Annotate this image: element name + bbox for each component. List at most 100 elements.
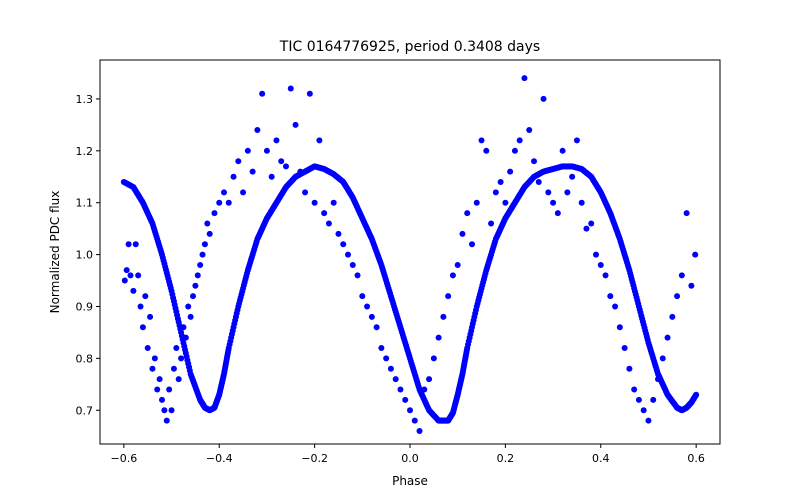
curve-point xyxy=(693,391,700,398)
scatter-point xyxy=(540,95,547,102)
x-axis-label: Phase xyxy=(392,474,428,488)
scatter-point xyxy=(626,365,633,372)
scatter-point xyxy=(674,293,681,300)
scatter-point xyxy=(194,272,201,279)
scatter-point xyxy=(204,220,211,227)
scatter-point xyxy=(125,241,132,248)
scatter-point xyxy=(335,230,342,237)
scatter-point xyxy=(616,324,623,331)
scatter-point xyxy=(142,293,149,300)
scatter-point xyxy=(168,407,175,414)
scatter-point xyxy=(607,293,614,300)
scatter-point xyxy=(178,355,185,362)
scatter-point xyxy=(268,173,275,180)
scatter-point xyxy=(421,386,428,393)
scatter-point xyxy=(378,345,385,351)
scatter-point xyxy=(180,324,187,331)
scatter-point xyxy=(221,189,227,196)
scatter-point xyxy=(249,168,256,175)
scatter-point xyxy=(190,293,196,300)
scatter-point xyxy=(345,251,351,258)
x-tick-label: −0.6 xyxy=(110,452,137,465)
scatter-point xyxy=(526,127,533,134)
scatter-point xyxy=(511,147,518,154)
scatter-point xyxy=(569,173,576,180)
scatter-point xyxy=(440,313,447,320)
scatter-point xyxy=(156,376,163,383)
scatter-point xyxy=(263,147,270,154)
scatter-point xyxy=(175,376,182,383)
scatter-point xyxy=(554,210,561,217)
scatter-point xyxy=(127,272,134,279)
x-tick-label: −0.4 xyxy=(206,452,233,465)
scatter-point xyxy=(454,261,461,268)
scatter-point xyxy=(435,334,442,341)
scatter-point xyxy=(631,386,638,393)
scatter-point xyxy=(678,272,685,279)
scatter-point xyxy=(316,137,323,144)
scatter-point xyxy=(149,365,156,372)
scatter-point xyxy=(635,396,642,403)
scatter-point xyxy=(683,210,690,217)
scatter-point xyxy=(488,220,495,227)
y-axis-label: Normalized PDC flux xyxy=(48,191,62,314)
scatter-point xyxy=(170,365,177,372)
scatter-point xyxy=(161,407,168,414)
scatter-point xyxy=(297,168,304,175)
scatter-point xyxy=(173,345,180,351)
scatter-point xyxy=(411,417,418,424)
scatter-point xyxy=(621,345,628,351)
y-tick-label: 1.3 xyxy=(76,93,94,106)
scatter-point xyxy=(330,199,337,206)
x-tick-label: 0.2 xyxy=(497,452,515,465)
scatter-point xyxy=(199,251,206,258)
scatter-point xyxy=(492,189,499,196)
scatter-point xyxy=(135,272,142,279)
plot-frame xyxy=(99,59,721,445)
scatter-point xyxy=(144,345,151,351)
scatter-point xyxy=(531,158,537,165)
scatter-point xyxy=(278,158,285,165)
scatter-point xyxy=(302,189,309,196)
scatter-point xyxy=(593,251,599,258)
scatter-point xyxy=(206,230,213,237)
scatter-point xyxy=(464,210,471,217)
scatter-point xyxy=(392,376,399,383)
scatter-point xyxy=(211,210,218,217)
scatter-point xyxy=(230,173,237,180)
scatter-point xyxy=(469,241,475,248)
scatter-point xyxy=(306,90,313,97)
scatter-point xyxy=(182,334,189,341)
scatter-point xyxy=(354,272,361,279)
scatter-point xyxy=(147,313,154,320)
scatter-point xyxy=(473,199,480,206)
scatter-point xyxy=(449,272,456,279)
scatter-point xyxy=(535,178,542,185)
scatter-point xyxy=(521,75,528,82)
scatter-point xyxy=(340,241,347,248)
scatter-point xyxy=(597,261,604,268)
scatter-point xyxy=(659,355,666,362)
scatter-point xyxy=(545,189,552,196)
scatter-point xyxy=(507,168,514,175)
scatter-point xyxy=(139,324,146,331)
x-tick-label: 0.4 xyxy=(592,452,610,465)
scatter-point xyxy=(283,163,289,170)
scatter-point xyxy=(407,407,413,414)
scatter-point xyxy=(166,386,173,393)
scatter-point xyxy=(151,355,158,362)
y-tick-label: 0.8 xyxy=(76,352,94,365)
scatter-point xyxy=(483,147,490,154)
scatter-point xyxy=(478,137,485,144)
chart-title: TIC 0164776925, period 0.3408 days xyxy=(279,39,540,55)
y-tick-label: 0.9 xyxy=(76,300,94,313)
plot-points xyxy=(120,75,700,435)
scatter-point xyxy=(287,85,294,92)
scatter-point xyxy=(573,137,580,144)
scatter-point xyxy=(578,199,585,206)
scatter-point xyxy=(123,267,130,274)
scatter-point xyxy=(254,127,261,134)
scatter-point xyxy=(240,189,247,196)
scatter-point xyxy=(244,147,251,154)
scatter-point xyxy=(688,282,695,289)
